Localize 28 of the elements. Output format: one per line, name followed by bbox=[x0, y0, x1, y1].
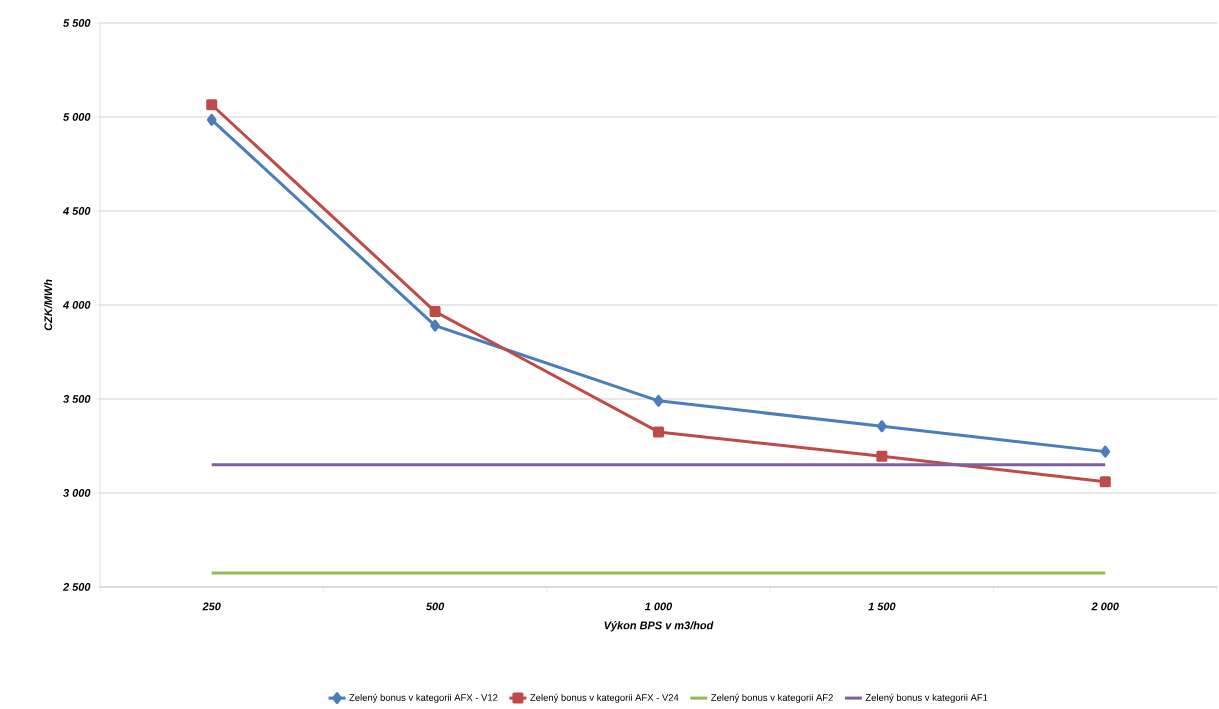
point bbox=[206, 99, 218, 111]
legend-label: Zelený bonus v kategorii AFX - V12 bbox=[349, 693, 498, 703]
point bbox=[652, 426, 664, 438]
y-tick-label: 3 000 bbox=[63, 489, 91, 497]
legend-label: Zelený bonus v kategorii AFX - V24 bbox=[530, 693, 679, 703]
point bbox=[653, 394, 664, 407]
point bbox=[206, 113, 217, 126]
y-tick-label: 5 500 bbox=[63, 19, 91, 27]
y-tick-label: 4 500 bbox=[62, 207, 91, 215]
x-tick-label: 250 bbox=[202, 602, 221, 611]
x-tick-label: 500 bbox=[426, 602, 445, 611]
point bbox=[1099, 476, 1111, 488]
y-tick-label: 4 000 bbox=[62, 301, 91, 309]
point bbox=[877, 420, 887, 433]
x-tick-label: 2 000 bbox=[1091, 602, 1119, 611]
point bbox=[430, 319, 440, 332]
point bbox=[1100, 445, 1111, 458]
x-axis-title: Výkon BPS v m3/hod bbox=[604, 621, 714, 632]
y-tick-label: 2 500 bbox=[62, 583, 91, 591]
y-tick-label: 5 000 bbox=[63, 113, 91, 121]
legend-label: Zelený bonus v kategorii AF1 bbox=[865, 693, 988, 703]
y-tick-label: 3 500 bbox=[63, 395, 91, 403]
point bbox=[429, 306, 441, 318]
point bbox=[876, 450, 888, 462]
legend-label: Zelený bonus v kategorii AF2 bbox=[711, 693, 833, 703]
x-tick-label: 1 000 bbox=[644, 602, 673, 611]
y-axis-title: CZK/MWh bbox=[44, 279, 53, 331]
x-tick-label: 1 500 bbox=[868, 602, 896, 611]
